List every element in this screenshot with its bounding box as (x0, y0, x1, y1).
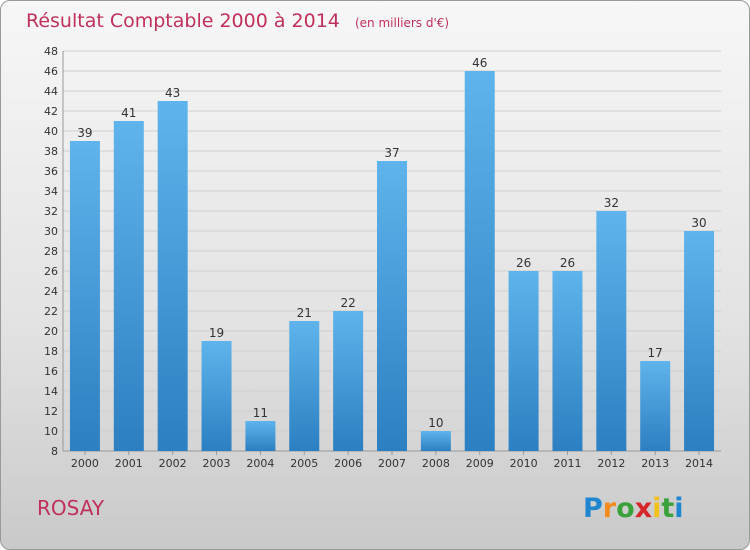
data-label-2000: 39 (77, 126, 92, 140)
x-tick-label: 2003 (203, 457, 231, 470)
bar-2010 (508, 271, 539, 451)
data-label-2009: 46 (472, 56, 487, 70)
bar-2011 (552, 271, 583, 451)
bar-2012 (596, 211, 627, 451)
y-tick-label: 36 (44, 165, 58, 178)
y-tick-label: 16 (44, 365, 58, 378)
x-tick-label: 2002 (159, 457, 187, 470)
y-tick-label: 14 (44, 385, 58, 398)
y-tick-label: 44 (44, 85, 58, 98)
data-label-2001: 41 (121, 106, 136, 120)
y-tick-label: 20 (44, 325, 58, 338)
x-tick-label: 2006 (334, 457, 362, 470)
y-tick-label: 26 (44, 265, 58, 278)
bar-2008 (420, 431, 451, 451)
y-tick-label: 42 (44, 105, 58, 118)
x-tick-label: 2013 (641, 457, 669, 470)
data-label-2004: 11 (253, 406, 268, 420)
y-tick-label: 34 (44, 185, 58, 198)
x-tick-label: 2014 (685, 457, 713, 470)
bar-2002 (157, 101, 188, 451)
y-tick-label: 8 (51, 445, 58, 458)
data-label-2008: 10 (428, 416, 443, 430)
proxiti-logo[interactable]: Proxiti (583, 493, 684, 524)
x-tick-label: 2011 (553, 457, 581, 470)
bar-2004 (245, 421, 276, 451)
x-tick-label: 2007 (378, 457, 406, 470)
data-label-2010: 26 (516, 256, 531, 270)
bar-2009 (464, 71, 495, 451)
y-tick-label: 38 (44, 145, 58, 158)
y-tick-label: 40 (44, 125, 58, 138)
x-tick-label: 2010 (510, 457, 538, 470)
x-tick-label: 2001 (115, 457, 143, 470)
bar-2006 (333, 311, 364, 451)
bar-2005 (289, 321, 320, 451)
x-tick-label: 2005 (290, 457, 318, 470)
x-tick-label: 2000 (71, 457, 99, 470)
data-label-2013: 17 (648, 346, 663, 360)
data-labels: 39 41 43 19 11 21 22 37 10 46 26 26 32 17 30 (77, 56, 706, 430)
data-label-2003: 19 (209, 326, 224, 340)
y-tick-label: 18 (44, 345, 58, 358)
data-label-2011: 26 (560, 256, 575, 270)
y-tick-label: 24 (44, 285, 58, 298)
place-name: ROSAY (37, 496, 105, 520)
y-tick-label: 48 (44, 45, 58, 58)
bar-2001 (113, 121, 144, 451)
logo-letter: i (652, 493, 661, 524)
x-tick-label: 2009 (466, 457, 494, 470)
y-tick-label: 28 (44, 245, 58, 258)
y-tick-label: 12 (44, 405, 58, 418)
logo-letter: P (583, 493, 603, 524)
data-label-2002: 43 (165, 86, 180, 100)
x-tick-label: 2004 (246, 457, 274, 470)
data-label-2007: 37 (384, 146, 399, 160)
x-axis: 2000 2001 2002 2003 2004 2005 2006 2007 2008 2009… (71, 451, 713, 470)
x-tick-label: 2008 (422, 457, 450, 470)
y-tick-label: 32 (44, 205, 58, 218)
logo-letter: x (635, 493, 652, 524)
chart-title: Résultat Comptable 2000 à 2014 (26, 10, 340, 32)
logo-letter: i (674, 493, 683, 524)
y-tick-label: 22 (44, 305, 58, 318)
data-label-2012: 32 (604, 196, 619, 210)
data-label-2005: 21 (297, 306, 312, 320)
y-tick-label: 46 (44, 65, 58, 78)
logo-letter: o (616, 493, 635, 524)
y-tick-label: 30 (44, 225, 58, 238)
x-tick-label: 2012 (597, 457, 625, 470)
chart-title-group: Résultat Comptable 2000 à 2014 (en milli… (26, 10, 449, 32)
data-label-2014: 30 (691, 216, 706, 230)
bar-2013 (640, 361, 671, 451)
bars (69, 71, 715, 451)
y-tick-label: 10 (44, 425, 58, 438)
chart-subtitle: (en milliers d'€) (355, 16, 449, 30)
logo-letter: t (661, 493, 674, 524)
bar-2014 (684, 231, 715, 451)
bar-2003 (201, 341, 232, 451)
bar-2000 (69, 141, 100, 451)
logo-letter: r (603, 493, 617, 524)
bar-2007 (377, 161, 407, 451)
data-label-2006: 22 (340, 296, 355, 310)
